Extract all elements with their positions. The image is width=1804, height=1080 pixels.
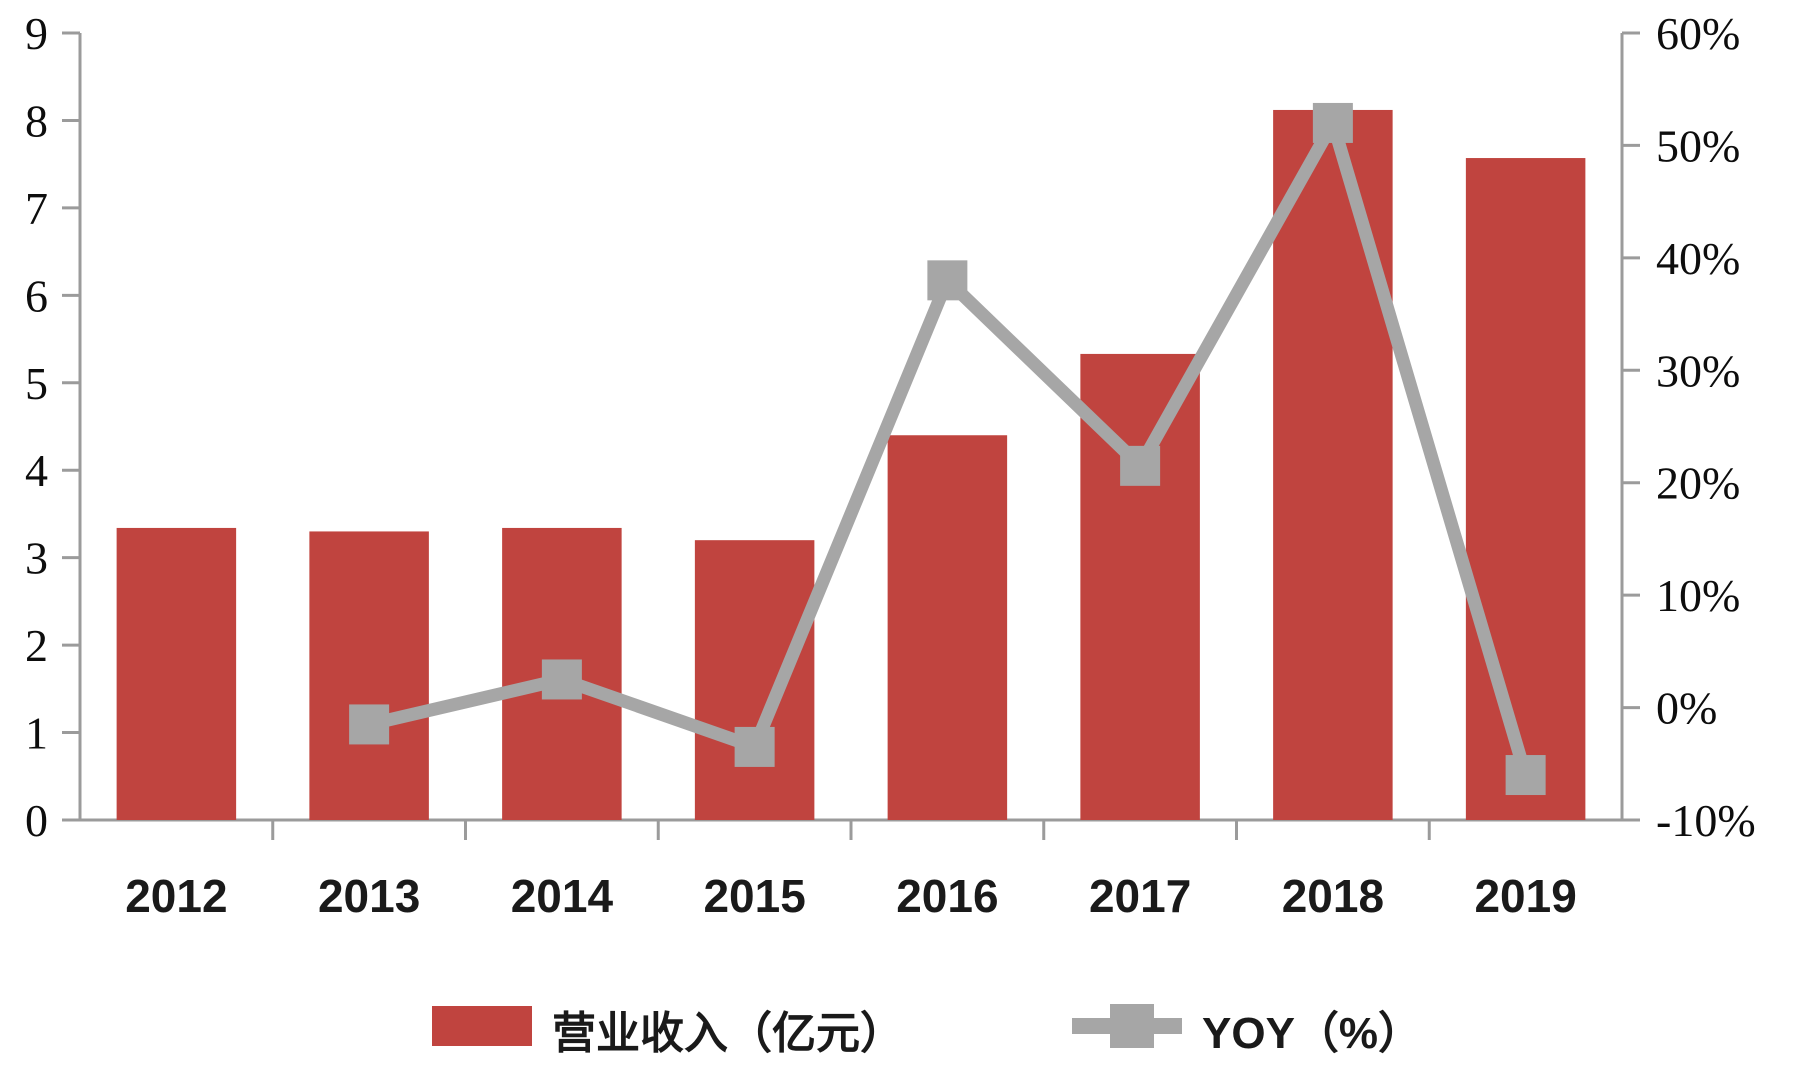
bar [887,435,1008,820]
category-label-2019: 2019 [1474,870,1576,922]
left-axis-tick-label: 4 [25,445,48,496]
category-label-2015: 2015 [703,870,805,922]
left-axis-tick-label: 2 [25,620,48,671]
bar-series [116,109,1586,821]
category-label-2012: 2012 [125,870,227,922]
right-axis-tick-label: 0% [1656,683,1717,734]
right-axis-tick-label: -10% [1656,795,1756,846]
chart-legend: 营业收入（亿元） YOY（%） [432,1004,1422,1058]
right-axis-tick-label: 20% [1656,458,1740,509]
bar [309,531,429,820]
right-axis-tick-label: 50% [1656,120,1740,171]
yoy-marker [1120,445,1161,486]
category-label-2017: 2017 [1089,870,1191,922]
legend-label-yoy: YOY（%） [1202,1009,1422,1058]
category-labels: 2012 2013 2014 2015 2016 2017 2018 2019 [125,870,1577,922]
left-axis-tick-label: 8 [25,95,48,146]
left-axis-tick-label: 1 [25,708,48,759]
yoy-marker [541,659,582,700]
category-label-2013: 2013 [318,870,420,922]
legend-swatch-revenue [432,1006,532,1046]
legend-label-revenue: 营业收入（亿元） [552,1009,904,1058]
bar [1273,109,1393,820]
right-percent-axis: -10% 0% 10% 20% 30% 40% 50% 60% [1620,8,1756,846]
left-axis-tick-label: 7 [25,183,48,234]
left-axis-tick-label: 6 [25,270,48,321]
category-label-2014: 2014 [511,870,614,922]
left-axis-tick-label: 0 [25,795,48,846]
left-axis-tick-label: 3 [25,533,48,584]
right-axis-tick-label: 30% [1656,345,1740,396]
legend-marker-yoy [1110,1004,1154,1048]
bar [116,527,237,820]
yoy-marker [1312,102,1353,143]
yoy-marker [927,260,968,301]
right-axis-tick-label: 40% [1656,233,1740,284]
category-label-2016: 2016 [896,870,998,922]
line-series-markers [349,102,1546,796]
left-axis-tick-label: 5 [25,358,48,409]
yoy-marker [734,726,775,767]
bar [1465,158,1586,821]
left-value-axis: 0 1 2 3 4 5 6 7 8 9 [25,8,82,846]
yoy-marker [349,704,390,745]
yoy-marker [1505,755,1546,796]
bar [694,540,815,820]
right-axis-tick-label: 10% [1656,570,1740,621]
right-axis-tick-label: 60% [1656,8,1740,59]
left-axis-tick-label: 9 [25,8,48,59]
category-label-2018: 2018 [1282,870,1384,922]
